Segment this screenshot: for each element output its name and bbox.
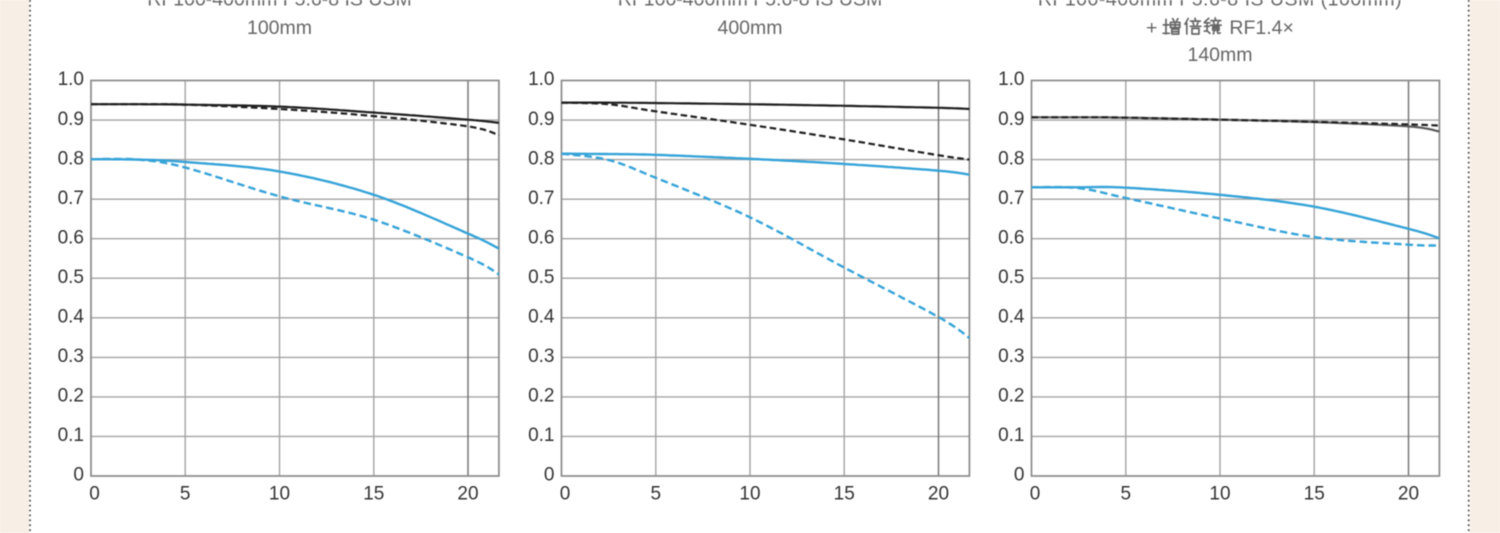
svg-text:RF100-400mm F5.6-8 IS USM: RF100-400mm F5.6-8 IS USM [147, 0, 411, 11]
svg-text:+: + [1146, 17, 1157, 39]
svg-text:15: 15 [363, 484, 384, 505]
svg-text:0.4: 0.4 [998, 307, 1025, 328]
svg-text:10: 10 [1209, 484, 1230, 505]
svg-text:0.1: 0.1 [528, 425, 554, 446]
svg-text:0.1: 0.1 [998, 425, 1024, 446]
svg-text:140mm: 140mm [1187, 44, 1252, 66]
svg-text:0.8: 0.8 [528, 148, 554, 169]
svg-text:0.8: 0.8 [58, 148, 84, 169]
svg-text:20: 20 [1398, 484, 1419, 505]
svg-text:0.2: 0.2 [528, 386, 554, 407]
svg-text:RF100-400mm F5.6-8 IS USM (100: RF100-400mm F5.6-8 IS USM (100mm) [1038, 0, 1402, 11]
svg-text:10: 10 [739, 484, 760, 505]
svg-text:0.3: 0.3 [58, 346, 84, 367]
svg-text:RF100-400mm F5.6-8 IS USM: RF100-400mm F5.6-8 IS USM [618, 0, 882, 11]
svg-text:0.3: 0.3 [528, 346, 554, 367]
svg-text:0.3: 0.3 [998, 346, 1024, 367]
svg-text:0.2: 0.2 [58, 386, 84, 407]
svg-text:0: 0 [89, 484, 100, 505]
svg-text:0: 0 [1030, 484, 1041, 505]
svg-text:10: 10 [269, 484, 290, 505]
svg-text:0.5: 0.5 [58, 267, 84, 288]
svg-text:20: 20 [457, 484, 478, 505]
svg-text:0.7: 0.7 [998, 188, 1024, 209]
svg-text:0: 0 [1014, 465, 1025, 486]
svg-text:0: 0 [560, 484, 571, 505]
svg-text:5: 5 [651, 484, 662, 505]
svg-text:5: 5 [1121, 484, 1132, 505]
svg-text:100mm: 100mm [247, 17, 312, 39]
svg-text:15: 15 [1304, 484, 1325, 505]
svg-text:0.9: 0.9 [998, 109, 1024, 130]
svg-text:0: 0 [73, 465, 84, 486]
svg-text:0.7: 0.7 [528, 188, 554, 209]
svg-text:0.1: 0.1 [58, 425, 84, 446]
svg-text:0.9: 0.9 [58, 109, 84, 130]
svg-text:0.6: 0.6 [998, 227, 1024, 248]
svg-text:0.2: 0.2 [998, 386, 1024, 407]
svg-text:0.4: 0.4 [528, 307, 555, 328]
svg-text:0.9: 0.9 [528, 109, 554, 130]
svg-text:0.6: 0.6 [58, 227, 84, 248]
svg-text:0.4: 0.4 [58, 307, 85, 328]
svg-text:1.0: 1.0 [998, 69, 1024, 90]
svg-text:0: 0 [544, 465, 555, 486]
svg-text:400mm: 400mm [717, 17, 782, 39]
svg-text:0.6: 0.6 [528, 227, 554, 248]
svg-text:0.5: 0.5 [998, 267, 1024, 288]
svg-text:0.8: 0.8 [998, 148, 1024, 169]
svg-text:0.5: 0.5 [528, 267, 554, 288]
svg-text:1.0: 1.0 [58, 69, 84, 90]
svg-text:RF1.4×: RF1.4× [1229, 17, 1294, 39]
svg-text:5: 5 [180, 484, 191, 505]
svg-text:15: 15 [834, 484, 855, 505]
svg-text:0.7: 0.7 [58, 188, 84, 209]
svg-text:1.0: 1.0 [528, 69, 554, 90]
svg-text:20: 20 [928, 484, 949, 505]
